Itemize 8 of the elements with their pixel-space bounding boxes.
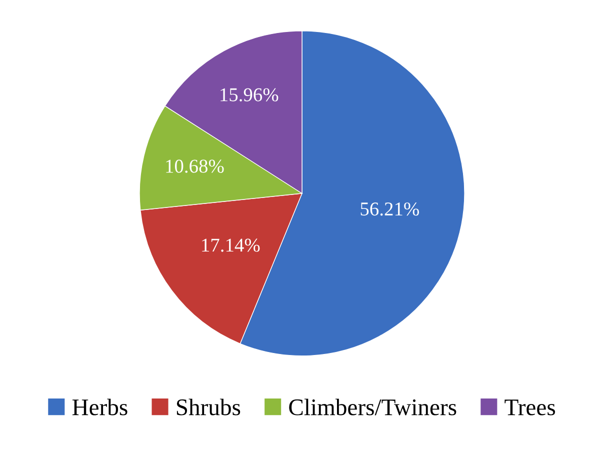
legend-label: Climbers/Twiners [289, 398, 456, 416]
legend-label: Shrubs [176, 398, 240, 416]
legend-label: Trees [504, 400, 556, 416]
data-label: 17.14% [202, 238, 260, 252]
data-label: 56.21% [360, 202, 419, 216]
data-label: 15.96% [220, 88, 278, 102]
legend-label: Herbs [72, 398, 128, 416]
data-label: 10.68% [166, 160, 224, 173]
